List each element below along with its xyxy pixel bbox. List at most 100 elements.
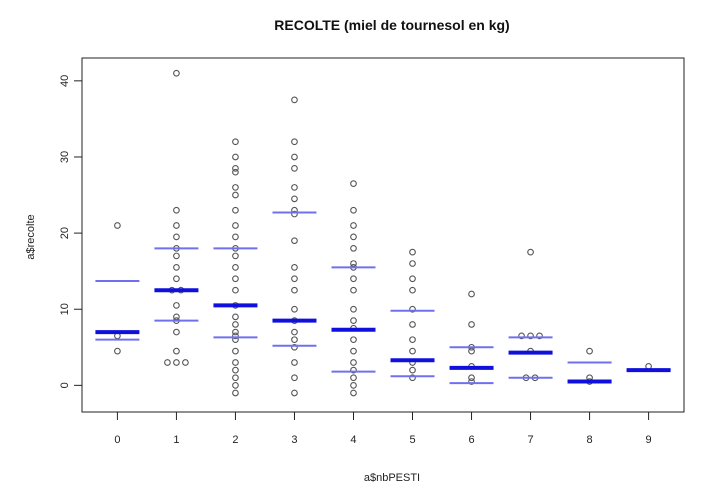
- data-point: [291, 264, 298, 271]
- data-point: [350, 206, 357, 214]
- data-point: [291, 359, 298, 366]
- data-point: [173, 302, 180, 309]
- data-point: [409, 260, 416, 267]
- data-point: [173, 275, 180, 283]
- data-point: [350, 359, 357, 366]
- data-point: [114, 347, 121, 355]
- data-point: [350, 180, 357, 187]
- x-tick-label: 1: [173, 434, 179, 446]
- data-point: [409, 336, 416, 344]
- x-tick-label: 9: [646, 434, 652, 446]
- data-point: [409, 305, 416, 313]
- data-point: [114, 222, 121, 229]
- data-point: [527, 248, 534, 256]
- data-point: [468, 321, 475, 328]
- y-tick-label: 40: [59, 75, 71, 87]
- data-point: [173, 233, 180, 241]
- data-point: [232, 328, 239, 336]
- data-point: [232, 389, 239, 397]
- data-point: [173, 313, 180, 321]
- x-tick-label: 7: [527, 434, 533, 446]
- data-point: [173, 206, 180, 214]
- data-point: [350, 244, 357, 252]
- data-point: [291, 389, 298, 397]
- data-point: [291, 96, 298, 104]
- data-point: [350, 286, 357, 294]
- data-point: [232, 313, 239, 321]
- summary-lines: [95, 211, 671, 385]
- data-point: [291, 195, 298, 203]
- data-point: [468, 374, 475, 382]
- data-point: [291, 237, 298, 245]
- plot-frame: [81, 57, 685, 413]
- data-point: [350, 275, 357, 283]
- data-point: [536, 332, 543, 340]
- data-point: [232, 168, 239, 176]
- data-point: [173, 222, 180, 229]
- x-tick-label: 3: [291, 434, 297, 446]
- data-point: [350, 382, 357, 389]
- x-tick-label: 5: [409, 434, 415, 446]
- x-tick-label: 0: [114, 434, 120, 446]
- data-point: [468, 378, 475, 385]
- x-tick-label: 8: [587, 434, 593, 446]
- data-point: [409, 347, 416, 355]
- data-point: [350, 366, 357, 374]
- data-point: [232, 366, 239, 374]
- y-tick-label: 30: [59, 151, 71, 163]
- data-point: [164, 359, 171, 366]
- data-point: [291, 165, 298, 172]
- data-point: [232, 153, 239, 161]
- data-point: [232, 332, 239, 340]
- data-point: [350, 317, 357, 324]
- data-point: [350, 222, 357, 229]
- data-point: [232, 191, 239, 199]
- data-point: [232, 138, 239, 146]
- data-point: [182, 359, 189, 366]
- data-point: [232, 374, 239, 382]
- data-point: [409, 321, 416, 328]
- data-point: [350, 336, 357, 344]
- data-point: [291, 286, 298, 294]
- x-axis: 0 1 2 3 4 5 6 7 8 9: [114, 412, 652, 446]
- x-axis-label: a$nbPESTI: [364, 472, 420, 484]
- x-tick-label: 4: [350, 434, 356, 446]
- data-point: [173, 328, 180, 336]
- data-point: [409, 366, 416, 374]
- data-point: [350, 347, 357, 355]
- data-point: [350, 389, 357, 397]
- data-point: [291, 336, 298, 344]
- data-point: [232, 347, 239, 355]
- data-point: [291, 210, 298, 218]
- x-tick-label: 2: [232, 434, 238, 446]
- y-tick-label: 10: [59, 303, 71, 315]
- data-point: [350, 233, 357, 241]
- data-point: [409, 275, 416, 283]
- data-point: [232, 275, 239, 283]
- data-point: [232, 321, 239, 328]
- data-point: [232, 233, 239, 241]
- x-tick-label: 6: [468, 434, 474, 446]
- data-point: [232, 184, 239, 191]
- data-point: [173, 252, 180, 260]
- data-point: [468, 290, 475, 298]
- data-point: [291, 343, 298, 351]
- data-point: [291, 138, 298, 146]
- y-tick-label: 20: [59, 227, 71, 239]
- data-point: [350, 374, 357, 382]
- data-point: [409, 374, 416, 382]
- data-point: [409, 286, 416, 294]
- y-tick-label: 0: [59, 382, 71, 388]
- data-point: [232, 252, 239, 260]
- y-axis-label: a$recolte: [25, 214, 37, 259]
- data-point: [232, 206, 239, 214]
- data-point: [518, 332, 525, 340]
- data-point: [232, 382, 239, 389]
- data-point: [291, 305, 298, 313]
- chart-title: RECOLTE (miel de tournesol en kg): [274, 17, 509, 33]
- data-point: [232, 222, 239, 229]
- data-point: [350, 260, 357, 267]
- data-point: [527, 332, 534, 340]
- data-point: [586, 347, 593, 355]
